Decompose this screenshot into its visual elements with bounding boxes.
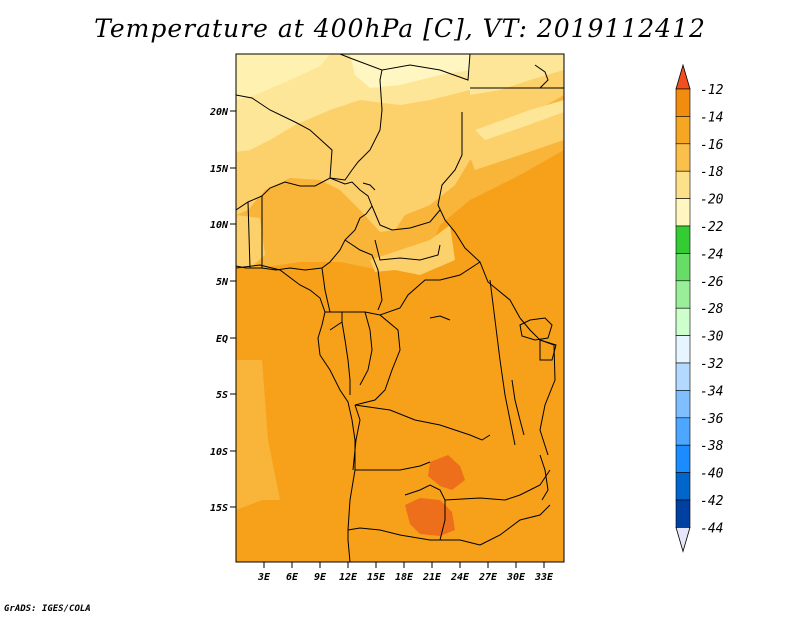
colorbar-segment (675, 280, 691, 309)
colorbar-segment (675, 499, 691, 528)
colorbar-top-arrow (675, 63, 691, 90)
x-tick-label: 21E (422, 572, 442, 583)
colorbar-segment (675, 116, 691, 145)
x-tick-label: 12E (339, 572, 358, 583)
colorbar-label: -20 (700, 193, 724, 208)
colorbar-label: -40 (700, 467, 724, 482)
colorbar-label: -18 (700, 165, 724, 180)
colorbar-label: -22 (700, 220, 724, 235)
y-tick-labels: 20N 15N 10N 5N EQ 5S 10S 15S (209, 107, 229, 514)
colorbar-segment (675, 335, 691, 364)
colorbar-segment (675, 307, 691, 336)
x-tick-label: 30E (506, 572, 526, 583)
colorbar-label: -42 (700, 494, 724, 509)
colorbar-label: -28 (700, 302, 724, 317)
x-tick-label: 33E (534, 572, 554, 583)
colorbar-label: -34 (700, 384, 723, 399)
x-tick-labels: 3E 6E 9E 12E 15E 18E 21E 24E 27E 30E 33E (257, 572, 554, 583)
colorbar-segment (675, 225, 691, 254)
x-tick-label: 27E (478, 572, 498, 583)
y-tick-label: 10N (210, 220, 229, 231)
colorbar-label: -26 (700, 275, 724, 290)
y-tick-label: 10S (210, 447, 228, 458)
colorbar-segment (675, 253, 691, 282)
x-tick-label: 9E (314, 572, 327, 583)
x-tick-label: 15E (367, 572, 386, 583)
colorbar-bottom-arrow (675, 527, 691, 553)
grads-credit: GrADS: IGES/COLA (4, 604, 91, 614)
y-tick-label: 5S (216, 390, 228, 401)
colorbar-segment (675, 390, 691, 419)
colorbar: -12 -14 -16 -18 -20 -22 -24 -26 -28 -30 -32 -34 -36 -… (675, 63, 724, 553)
y-tick-marks (230, 110, 236, 508)
colorbar-segment (675, 198, 691, 227)
colorbar-segment (675, 362, 691, 391)
colorbar-label: -24 (700, 247, 723, 262)
map-title: Temperature at 400hPa [C], VT: 201911241… (94, 14, 706, 43)
colorbar-label: -38 (700, 439, 724, 454)
colorbar-segment (675, 472, 691, 501)
y-tick-label: 15N (210, 164, 229, 175)
country-borders (236, 54, 564, 562)
colorbar-segment (675, 170, 691, 199)
map-frame (235, 53, 565, 563)
colorbar-label: -14 (700, 110, 723, 125)
colorbar-segment (675, 88, 691, 117)
colorbar-label: -44 (700, 521, 723, 536)
y-tick-label: 15S (210, 503, 228, 514)
y-tick-label: 20N (209, 107, 229, 118)
x-tick-label: 6E (286, 572, 299, 583)
x-tick-label: 18E (395, 572, 414, 583)
colorbar-label: -32 (700, 357, 724, 372)
colorbar-label: -16 (700, 138, 724, 153)
y-tick-label: 5N (216, 277, 229, 288)
x-tick-label: 24E (450, 572, 470, 583)
y-tick-label: EQ (216, 334, 228, 345)
colorbar-label: -12 (700, 83, 724, 98)
colorbar-segment (675, 417, 691, 446)
colorbar-label: -36 (700, 412, 724, 427)
colorbar-segment (675, 143, 691, 172)
x-tick-label: 3E (257, 572, 271, 583)
colorbar-label: -30 (700, 330, 724, 345)
x-tick-marks (263, 562, 545, 568)
colorbar-segment (675, 444, 691, 473)
